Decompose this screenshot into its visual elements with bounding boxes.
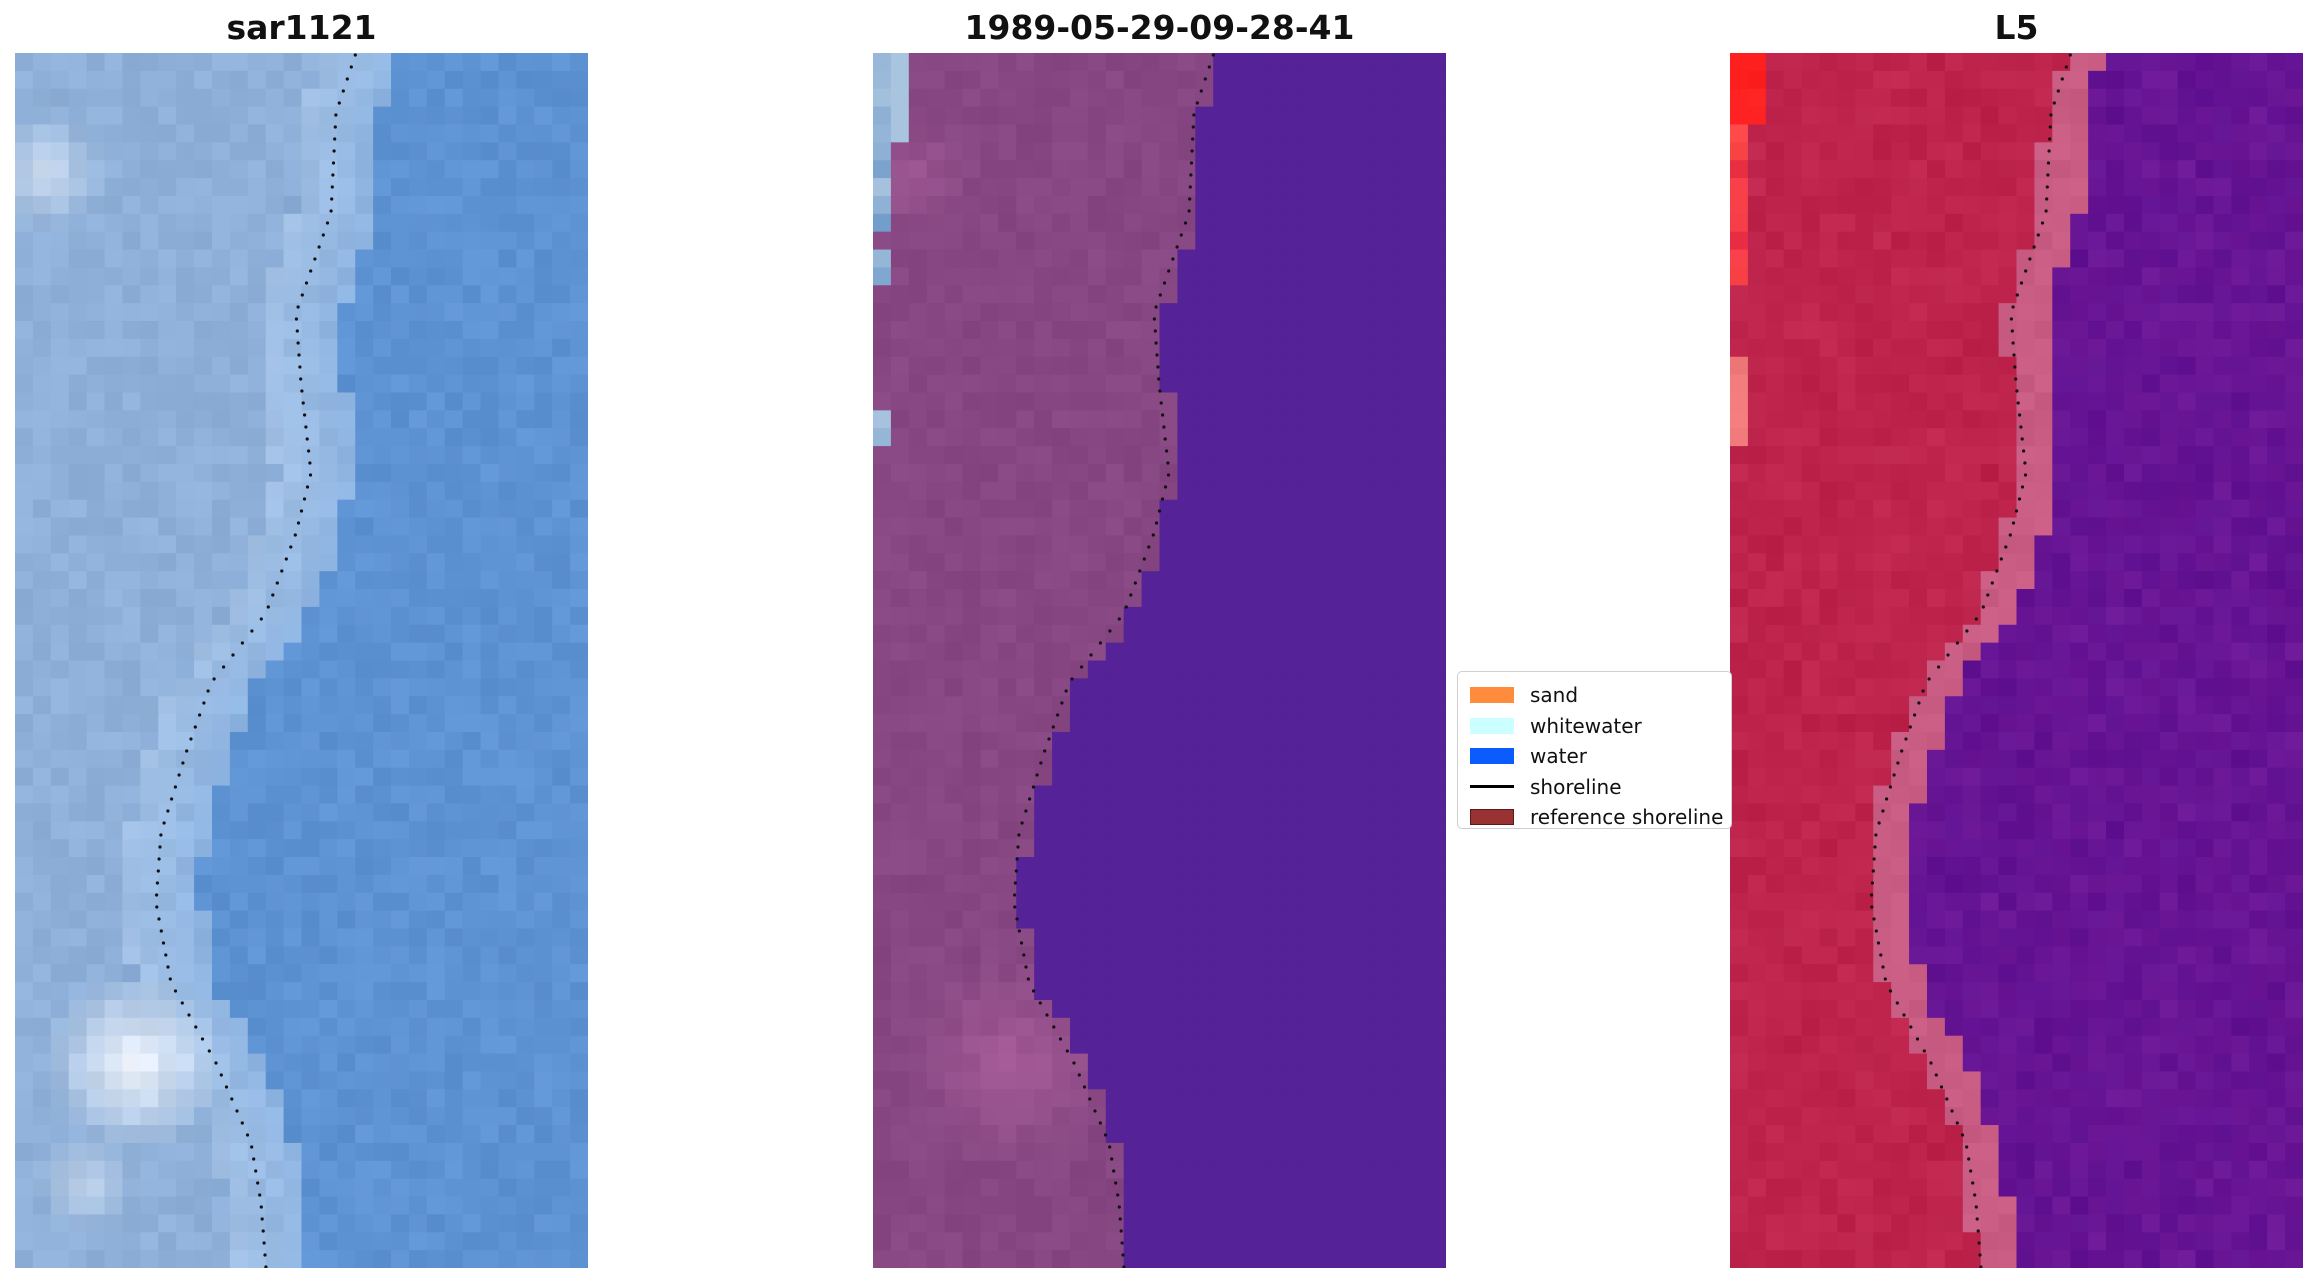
legend-item-reference-shoreline: reference shoreline [1464,802,1731,833]
legend-swatch-whitewater [1470,717,1514,734]
rgb-image-panel [15,53,588,1268]
legend-label-sand: sand [1530,683,1579,708]
panel-title-middle: 1989-05-29-09-28-41 [964,8,1355,47]
legend: sand whitewater water shoreline referenc… [1457,671,1732,829]
index-image-panel [1730,53,2303,1268]
legend-item-whitewater: whitewater [1464,711,1731,742]
legend-swatch-shoreline [1470,785,1514,789]
legend-label-shoreline: shoreline [1530,774,1622,799]
legend-swatch-sand [1470,687,1514,704]
legend-label-reference-shoreline: reference shoreline [1530,805,1724,830]
legend-swatch-reference-shoreline [1470,809,1514,826]
legend-swatch-water [1470,748,1514,765]
panel-title-right: L5 [1994,8,2039,47]
legend-label-whitewater: whitewater [1530,713,1642,738]
legend-item-sand: sand [1464,680,1731,711]
legend-item-shoreline: shoreline [1464,772,1731,803]
panel-title-left: sar1121 [226,8,377,47]
classified-image-panel [873,53,1446,1268]
legend-item-water: water [1464,741,1731,772]
legend-label-water: water [1530,744,1587,769]
